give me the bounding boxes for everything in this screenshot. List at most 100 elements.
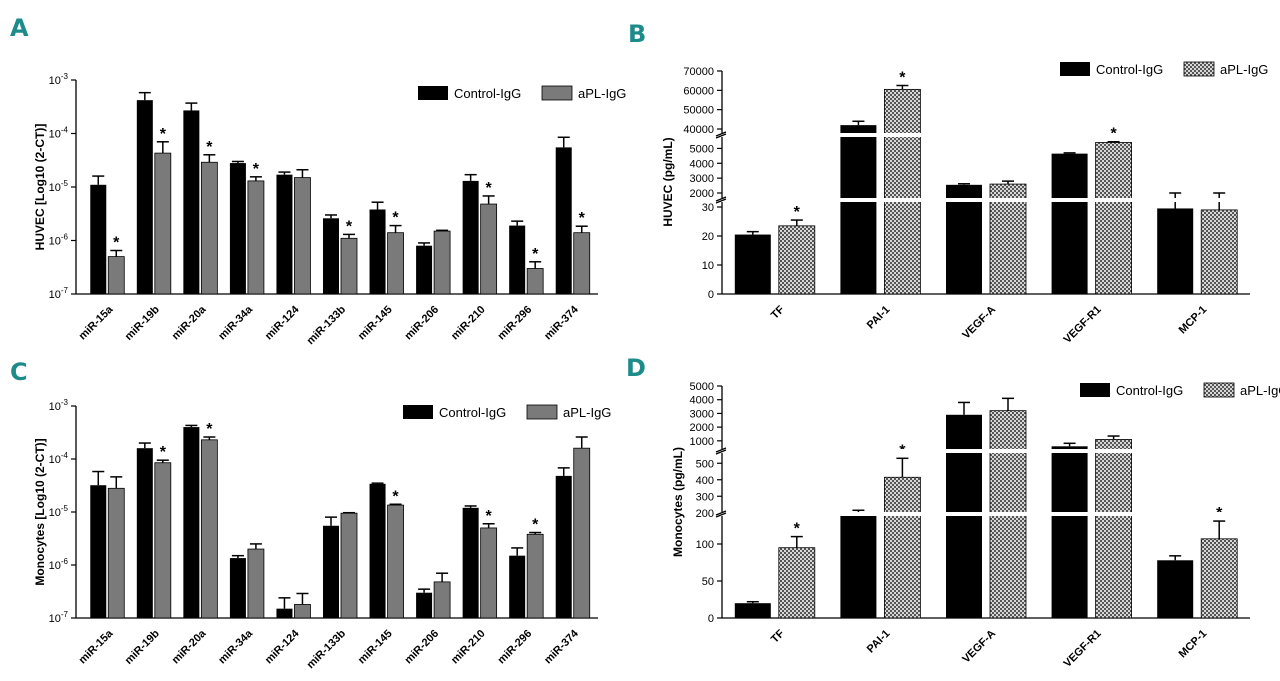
y-tick-label: 10 <box>702 260 714 272</box>
bar-apl <box>433 230 451 295</box>
chart-panel-a: 10-7 10-6 10-5 10-4 10-3 * miR-15a * miR-19b * miR… <box>33 72 626 347</box>
category-label: VEGF-A <box>960 304 998 342</box>
axis-break-gap <box>716 133 1250 137</box>
y-tick-label: 3000 <box>690 408 714 420</box>
category-label: miR-34a <box>216 303 255 342</box>
bar-apl <box>154 152 172 295</box>
significance-star: * <box>486 508 493 525</box>
axis-break-mark <box>715 196 727 202</box>
axis-break-mark <box>715 447 727 453</box>
category-label: miR-124 <box>263 627 302 666</box>
category-label: miR-133b <box>305 303 349 347</box>
significance-star: * <box>206 139 213 156</box>
bar-control <box>276 608 293 618</box>
category-label: miR-210 <box>449 304 488 343</box>
category-label: miR-124 <box>263 303 302 342</box>
bar-control <box>1051 446 1088 618</box>
y-tick-label: 400 <box>696 475 714 487</box>
y-tick-label: 10-3 <box>49 72 69 87</box>
y-tick-label: 5000 <box>690 143 714 155</box>
bar-apl <box>573 447 591 619</box>
significance-star: * <box>392 210 399 227</box>
category-label: miR-20a <box>170 303 209 342</box>
legend-swatch-control <box>1060 62 1090 76</box>
y-tick-label: 200 <box>696 508 714 520</box>
y-tick-label: 10-5 <box>49 504 69 519</box>
bar-control <box>734 234 771 294</box>
bar-control <box>840 125 877 294</box>
bar-apl <box>526 268 544 295</box>
axis-break-mark <box>715 133 727 139</box>
bar-control <box>183 110 200 295</box>
bar-apl <box>778 225 816 295</box>
legend-label-control: Control-IgG <box>1116 383 1183 398</box>
y-tick-label: 4000 <box>690 158 714 170</box>
panel-letter-d: D <box>626 354 646 382</box>
significance-star: * <box>486 180 493 197</box>
significance-star: * <box>794 204 801 221</box>
bar-control <box>136 100 153 295</box>
category-label: miR-296 <box>496 628 535 667</box>
panel-letter-b: B <box>628 20 646 48</box>
significance-star: * <box>113 235 120 252</box>
legend-label-control: Control-IgG <box>454 86 521 101</box>
bar-control <box>276 174 293 294</box>
y-tick-label: 0 <box>708 289 714 301</box>
y-axis-label: HUVEC (pg/mL) <box>661 137 675 226</box>
bar-control <box>462 507 479 618</box>
category-label: VEGF-A <box>960 628 998 666</box>
axis-break-mark <box>715 131 727 137</box>
bar-control <box>229 558 246 618</box>
bar-apl <box>884 476 921 619</box>
bar-apl <box>107 487 125 619</box>
bar-control <box>136 448 153 618</box>
category-label: miR-374 <box>542 627 581 666</box>
legend-swatch-control <box>418 86 448 100</box>
bar-control <box>555 475 572 618</box>
bar-control <box>369 209 386 294</box>
y-tick-label: 10-5 <box>49 179 69 194</box>
category-label: miR-296 <box>496 304 535 343</box>
bar-control <box>90 485 107 618</box>
y-tick-label: 70000 <box>683 66 714 78</box>
category-label: miR-210 <box>449 628 488 667</box>
bar-apl <box>989 183 1027 295</box>
axis-break-mark <box>715 510 727 516</box>
y-tick-label: 2000 <box>690 422 714 434</box>
significance-star: * <box>899 70 906 87</box>
category-label: miR-19b <box>123 303 162 342</box>
category-label: miR-19b <box>123 627 162 666</box>
category-label: miR-206 <box>402 628 441 667</box>
y-tick-label: 10-7 <box>49 286 69 301</box>
bar-apl <box>884 88 921 295</box>
bar-control <box>1157 560 1194 618</box>
bar-apl <box>387 504 404 619</box>
bar-control <box>1051 153 1088 294</box>
bar-apl <box>247 548 265 619</box>
bar-control <box>462 180 479 294</box>
bar-apl <box>480 527 498 619</box>
y-tick-label: 5000 <box>690 381 714 393</box>
bar-apl <box>154 462 172 619</box>
bar-apl <box>573 232 591 295</box>
bar-control <box>323 525 339 618</box>
y-tick-label: 30 <box>702 202 714 214</box>
bar-control <box>509 555 526 618</box>
legend-label-apl: aPL-IgG <box>578 86 626 101</box>
bar-apl <box>1200 538 1238 619</box>
bar-apl <box>107 256 125 295</box>
bar-control <box>946 184 982 294</box>
axis-break-mark <box>715 449 727 455</box>
category-label: PAI-1 <box>865 628 893 656</box>
category-label: miR-133b <box>305 627 349 671</box>
bar-apl <box>294 177 311 295</box>
bar-control <box>509 225 526 294</box>
significance-star: * <box>532 246 539 263</box>
y-tick-label: 10-7 <box>49 610 69 625</box>
legend-swatch-control <box>1080 383 1110 397</box>
bar-apl <box>526 533 544 619</box>
significance-star: * <box>160 126 167 143</box>
legend-swatch-apl <box>1183 61 1215 77</box>
y-tick-label: 40000 <box>683 124 714 136</box>
